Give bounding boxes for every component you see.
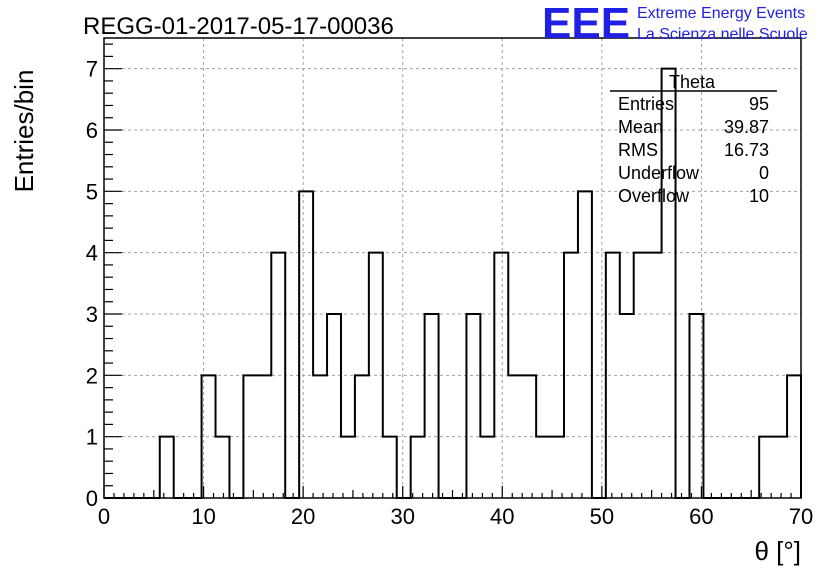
y-axis-ticks: 0 1 2 3 4 5 6 7 (86, 43, 122, 511)
y-tick-label: 5 (86, 179, 98, 204)
x-tick-label: 10 (191, 504, 215, 529)
stats-label: Underflow (618, 163, 700, 183)
x-tick-label: 50 (590, 504, 614, 529)
stats-label: Overflow (618, 186, 690, 206)
eee-logo-line1: Extreme Energy Events (637, 5, 805, 22)
y-tick-label: 1 (86, 425, 98, 450)
x-tick-label: 20 (291, 504, 315, 529)
x-axis-label: θ [°] (754, 536, 801, 566)
stats-value: 10 (749, 186, 769, 206)
stats-label: Entries (618, 94, 674, 114)
y-axis-label: Entries/bin (9, 70, 39, 193)
x-tick-label: 70 (789, 504, 813, 529)
eee-logo-line2: La Scienza nelle Scuole (637, 26, 808, 43)
x-tick-label: 60 (689, 504, 713, 529)
y-tick-label: 4 (86, 241, 98, 266)
stats-rows: Entries 95 Mean 39.87 RMS 16.73 Underflow 0 Over… (618, 94, 769, 206)
eee-logo-mark: EEE (542, 0, 630, 48)
stats-value: 16.73 (724, 140, 769, 160)
grid-lines (103, 38, 802, 499)
y-tick-label: 2 (86, 363, 98, 388)
stats-title: Theta (669, 72, 716, 92)
x-tick-label: 40 (490, 504, 514, 529)
x-axis-ticks: 0 10 20 30 40 50 60 70 (98, 486, 813, 529)
x-tick-label: 30 (390, 504, 414, 529)
y-tick-label: 3 (86, 302, 98, 327)
y-tick-label: 7 (86, 57, 98, 82)
stats-value: 0 (759, 163, 769, 183)
stats-value: 95 (749, 94, 769, 114)
eee-logo: EEE Extreme Energy Events La Scienza nel… (542, 0, 808, 48)
stats-value: 39.87 (724, 117, 769, 137)
y-tick-label: 6 (86, 118, 98, 143)
chart-title: REGG-01-2017-05-17-00036 (83, 13, 394, 40)
y-tick-label: 0 (86, 486, 98, 511)
stats-label: RMS (618, 140, 658, 160)
stats-label: Mean (618, 117, 663, 137)
stats-box: Theta Entries 95 Mean 39.87 RMS 16.73 Underflo… (610, 72, 777, 206)
x-tick-label: 0 (98, 504, 110, 529)
histogram-outline (104, 67, 802, 499)
plot-frame (103, 37, 802, 499)
